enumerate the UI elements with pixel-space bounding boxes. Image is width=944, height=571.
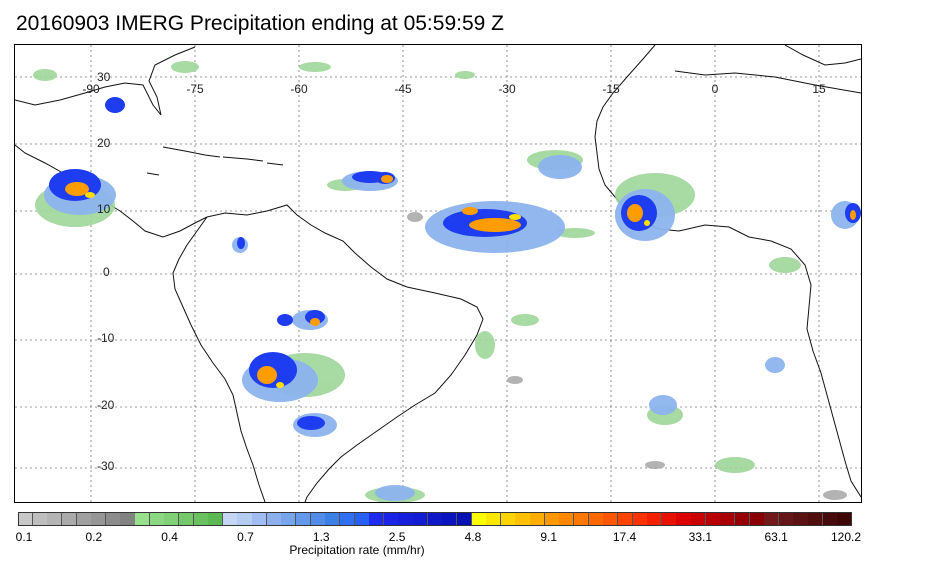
precipitation-field <box>33 61 861 502</box>
precipitation-colorbar <box>18 512 853 526</box>
colorbar-swatch <box>354 512 370 526</box>
map-canvas: -90 -75 -60 -45 -30 -15 0 15 30 20 10 0 … <box>15 45 861 502</box>
colorbar-swatch <box>266 512 282 526</box>
colorbar-swatch <box>91 512 107 526</box>
colorbar-swatch <box>559 512 575 526</box>
colorbar-swatch <box>793 512 809 526</box>
colorbar-swatch <box>398 512 414 526</box>
map-title: 20160903 IMERG Precipitation ending at 0… <box>16 12 504 35</box>
colorbar-swatch <box>456 512 473 526</box>
colorbar-swatch <box>734 512 751 526</box>
colorbar-swatch <box>486 512 502 526</box>
latitude-labels: 30 20 10 0 -10 -20 -30 <box>97 70 115 473</box>
colorbar-tick-label: 63.1 <box>764 530 788 544</box>
colorbar-swatch <box>32 512 48 526</box>
colorbar-swatch <box>47 512 63 526</box>
colorbar-swatch <box>135 512 151 526</box>
colorbar-swatch <box>413 512 429 526</box>
colorbar-swatch <box>208 512 224 526</box>
colorbar-swatch <box>105 512 121 526</box>
colorbar-swatch <box>383 512 399 526</box>
lon-label: 0 <box>712 82 719 96</box>
graticule <box>15 45 861 502</box>
lon-label: -15 <box>602 82 620 96</box>
colorbar-tick-label: 33.1 <box>688 530 713 544</box>
colorbar-tick-label: 4.8 <box>464 530 482 544</box>
colorbar-unit-label: Precipitation rate (mm/hr) <box>289 543 425 557</box>
colorbar-swatch <box>500 512 516 526</box>
colorbar-swatch <box>339 512 356 526</box>
colorbar-swatch <box>471 512 487 526</box>
colorbar-swatch <box>18 512 34 526</box>
colorbar-swatch <box>442 512 458 526</box>
colorbar-tick-label: 1.3 <box>312 530 330 544</box>
colorbar-swatch <box>530 512 546 526</box>
colorbar-swatch <box>369 512 385 526</box>
colorbar-tick-label: 0.2 <box>85 530 103 544</box>
colorbar-swatch <box>632 512 648 526</box>
colorbar-swatch <box>647 512 663 526</box>
colorbar-swatch <box>603 512 619 526</box>
coastlines <box>15 45 861 502</box>
colorbar-swatch <box>661 512 677 526</box>
colorbar-swatch <box>61 512 78 526</box>
lon-label: -60 <box>290 82 308 96</box>
colorbar-swatch <box>120 512 136 526</box>
colorbar-swatch <box>515 512 531 526</box>
lat-label: 10 <box>97 202 111 216</box>
colorbar-swatch <box>705 512 721 526</box>
lat-label: 30 <box>97 70 111 84</box>
lon-label: -45 <box>394 82 412 96</box>
precipitation-map: -90 -75 -60 -45 -30 -15 0 15 30 20 10 0 … <box>14 44 862 503</box>
colorbar-tick-label: 17.4 <box>612 530 637 544</box>
lon-label: -75 <box>186 82 204 96</box>
colorbar-swatch <box>325 512 341 526</box>
colorbar-tick-label: 2.5 <box>388 530 406 544</box>
colorbar-swatch <box>149 512 165 526</box>
colorbar-tick-label: 120.2 <box>830 530 862 544</box>
colorbar-swatch <box>749 512 765 526</box>
longitude-labels: -90 -75 -60 -45 -30 -15 0 15 <box>82 82 826 96</box>
colorbar-swatch <box>252 512 268 526</box>
colorbar-tick-label: 0.7 <box>237 530 254 544</box>
colorbar-tick-label: 0.1 <box>15 530 33 544</box>
colorbar-swatch <box>193 512 209 526</box>
colorbar-swatch <box>222 512 238 526</box>
lat-label: -30 <box>97 459 115 473</box>
colorbar-swatch <box>764 512 780 526</box>
colorbar-tick-label: 9.1 <box>540 530 558 544</box>
colorbar-swatch <box>720 512 736 526</box>
colorbar-swatch <box>588 512 604 526</box>
colorbar-swatch <box>808 512 824 526</box>
lon-label: -90 <box>82 82 100 96</box>
colorbar-swatch <box>676 512 692 526</box>
colorbar-swatch <box>574 512 590 526</box>
lat-label: -20 <box>97 398 115 412</box>
colorbar-swatch <box>178 512 195 526</box>
colorbar-swatch <box>76 512 92 526</box>
lat-label: -10 <box>97 331 115 345</box>
colorbar-swatch <box>310 512 326 526</box>
colorbar-swatch <box>617 512 634 526</box>
lat-label: 0 <box>103 265 110 279</box>
colorbar-swatch <box>822 512 838 526</box>
colorbar-swatch <box>691 512 707 526</box>
lon-label: -30 <box>498 82 516 96</box>
colorbar-swatch <box>427 512 443 526</box>
lon-label: 15 <box>812 82 826 96</box>
colorbar-swatch <box>837 512 853 526</box>
colorbar-swatch <box>281 512 297 526</box>
colorbar-swatch <box>778 512 794 526</box>
colorbar-swatch <box>296 512 312 526</box>
colorbar-swatch <box>544 512 560 526</box>
colorbar-swatch <box>164 512 180 526</box>
colorbar-swatch <box>237 512 253 526</box>
lat-label: 20 <box>97 136 111 150</box>
colorbar-tick-label: 0.4 <box>161 530 178 544</box>
